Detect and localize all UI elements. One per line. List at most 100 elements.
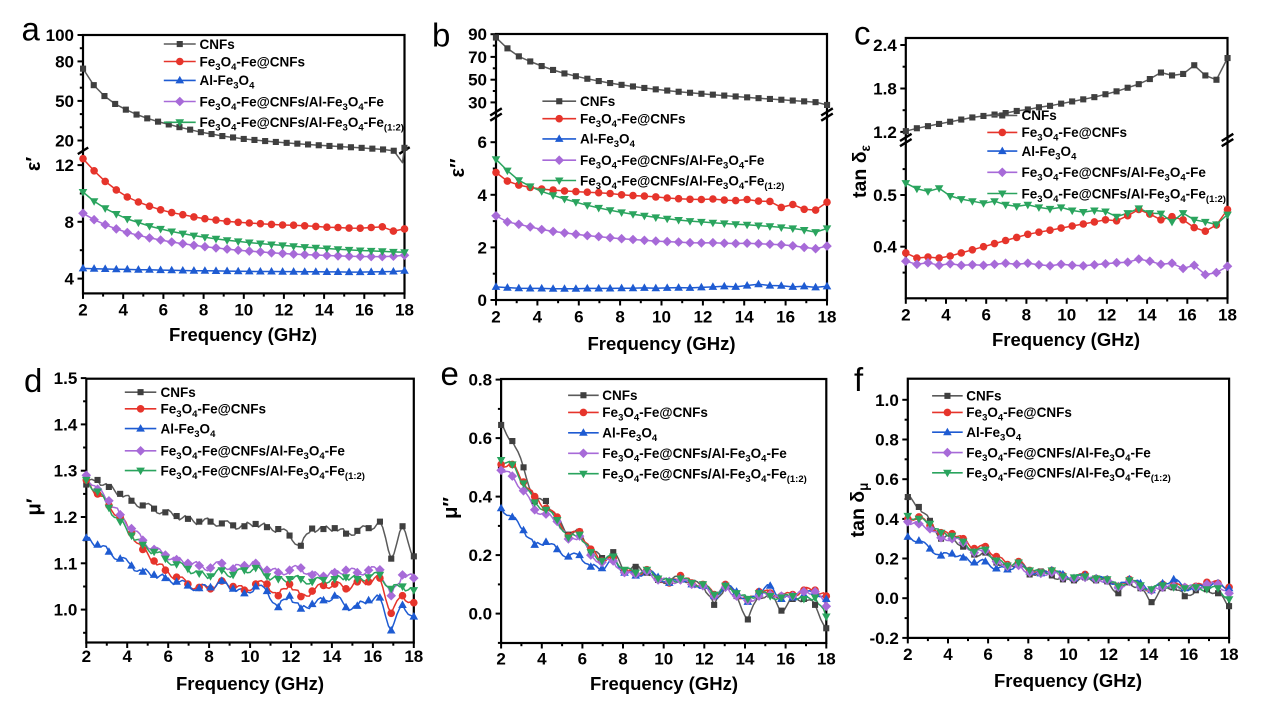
svg-text:18: 18 bbox=[404, 647, 423, 666]
svg-text:20: 20 bbox=[55, 132, 74, 151]
svg-text:10: 10 bbox=[1059, 645, 1078, 664]
svg-text:0.6: 0.6 bbox=[468, 429, 492, 448]
svg-text:1.5: 1.5 bbox=[54, 369, 78, 388]
svg-text:0.8: 0.8 bbox=[875, 431, 899, 450]
svg-text:4: 4 bbox=[65, 270, 75, 289]
svg-text:c: c bbox=[854, 15, 871, 52]
svg-text:Fe3O4-Fe@CNFs: Fe3O4-Fe@CNFs bbox=[966, 405, 1072, 424]
svg-text:tan δε: tan δε bbox=[849, 144, 873, 198]
svg-text:Fe3O4-Fe@CNFs: Fe3O4-Fe@CNFs bbox=[161, 402, 267, 421]
svg-text:16: 16 bbox=[1178, 306, 1197, 325]
svg-text:1.4: 1.4 bbox=[54, 415, 78, 434]
svg-text:4: 4 bbox=[537, 650, 547, 669]
svg-text:8: 8 bbox=[615, 308, 624, 327]
svg-text:30: 30 bbox=[468, 93, 487, 112]
svg-text:Al-Fe3O4: Al-Fe3O4 bbox=[602, 426, 658, 445]
svg-text:50: 50 bbox=[468, 71, 487, 90]
svg-text:1.2: 1.2 bbox=[873, 123, 897, 142]
svg-text:Fe3O4-Fe@CNFs: Fe3O4-Fe@CNFs bbox=[200, 54, 306, 73]
svg-text:tan δμ: tan δμ bbox=[847, 483, 871, 538]
svg-text:0.0: 0.0 bbox=[468, 605, 492, 624]
svg-text:2.4: 2.4 bbox=[873, 36, 897, 55]
svg-text:14: 14 bbox=[1138, 306, 1157, 325]
svg-text:8: 8 bbox=[1024, 645, 1033, 664]
svg-text:18: 18 bbox=[1220, 645, 1239, 664]
svg-text:Al-Fe3O4: Al-Fe3O4 bbox=[200, 73, 256, 92]
svg-text:14: 14 bbox=[315, 300, 334, 319]
svg-text:0.2: 0.2 bbox=[875, 550, 899, 569]
svg-text:12: 12 bbox=[1097, 306, 1116, 325]
svg-text:6: 6 bbox=[163, 647, 172, 666]
svg-text:μ′: μ′ bbox=[24, 498, 46, 515]
svg-text:0.4: 0.4 bbox=[875, 510, 899, 529]
svg-text:1.8: 1.8 bbox=[873, 80, 897, 99]
svg-text:14: 14 bbox=[736, 650, 755, 669]
svg-text:CNFs: CNFs bbox=[602, 388, 637, 403]
svg-text:Fe3O4-Fe@CNFs/Al-Fe3O4-Fe(1:2): Fe3O4-Fe@CNFs/Al-Fe3O4-Fe(1:2) bbox=[602, 467, 806, 486]
svg-text:8: 8 bbox=[1022, 306, 1031, 325]
svg-text:70: 70 bbox=[468, 48, 487, 67]
svg-text:CNFs: CNFs bbox=[161, 385, 196, 400]
svg-text:18: 18 bbox=[395, 300, 414, 319]
svg-text:12: 12 bbox=[1099, 645, 1118, 664]
svg-text:Fe3O4-Fe@CNFs/Al-Fe3O4-Fe(1:2): Fe3O4-Fe@CNFs/Al-Fe3O4-Fe(1:2) bbox=[966, 466, 1170, 485]
svg-text:8: 8 bbox=[204, 647, 213, 666]
svg-text:1.1: 1.1 bbox=[54, 554, 78, 573]
svg-text:Al-Fe3O4: Al-Fe3O4 bbox=[966, 425, 1022, 444]
svg-text:Al-Fe3O4: Al-Fe3O4 bbox=[161, 421, 217, 440]
svg-text:0.0: 0.0 bbox=[875, 589, 899, 608]
svg-text:Frequency (GHz): Frequency (GHz) bbox=[590, 673, 738, 694]
svg-text:0.5: 0.5 bbox=[873, 186, 897, 205]
svg-text:0.6: 0.6 bbox=[875, 470, 899, 489]
svg-text:4: 4 bbox=[478, 186, 488, 205]
svg-text:8: 8 bbox=[618, 650, 627, 669]
svg-text:16: 16 bbox=[776, 308, 795, 327]
svg-text:-0.2: -0.2 bbox=[870, 629, 899, 648]
svg-text:80: 80 bbox=[55, 52, 74, 71]
svg-text:12: 12 bbox=[693, 308, 712, 327]
svg-text:16: 16 bbox=[355, 300, 374, 319]
svg-text:8: 8 bbox=[65, 213, 74, 232]
svg-text:CNFs: CNFs bbox=[580, 94, 615, 109]
svg-text:14: 14 bbox=[735, 308, 754, 327]
svg-text:2: 2 bbox=[901, 306, 910, 325]
svg-text:Fe3O4-Fe@CNFs/Al-Fe3O4-Fe: Fe3O4-Fe@CNFs/Al-Fe3O4-Fe bbox=[602, 446, 787, 465]
svg-text:6: 6 bbox=[983, 645, 992, 664]
svg-text:Fe3O4-Fe@CNFs/Al-Fe3O4-Fe(1:2): Fe3O4-Fe@CNFs/Al-Fe3O4-Fe(1:2) bbox=[580, 173, 784, 192]
svg-text:4: 4 bbox=[533, 308, 543, 327]
svg-text:10: 10 bbox=[234, 300, 253, 319]
svg-text:6: 6 bbox=[578, 650, 587, 669]
svg-text:Frequency (GHz): Frequency (GHz) bbox=[994, 670, 1142, 691]
svg-text:18: 18 bbox=[818, 308, 837, 327]
svg-text:4: 4 bbox=[943, 645, 953, 664]
svg-text:2: 2 bbox=[491, 308, 500, 327]
svg-text:f: f bbox=[854, 361, 864, 398]
svg-text:0.4: 0.4 bbox=[468, 488, 492, 507]
svg-text:12: 12 bbox=[282, 647, 301, 666]
svg-text:10: 10 bbox=[654, 650, 673, 669]
svg-text:e: e bbox=[441, 355, 459, 392]
svg-text:CNFs: CNFs bbox=[1022, 108, 1057, 123]
svg-text:1.0: 1.0 bbox=[54, 601, 78, 620]
svg-text:Fe3O4-Fe@CNFs/Al-Fe3O4-Fe(1:2): Fe3O4-Fe@CNFs/Al-Fe3O4-Fe(1:2) bbox=[161, 463, 365, 482]
svg-text:Frequency (GHz): Frequency (GHz) bbox=[176, 673, 324, 694]
svg-text:Fe3O4-Fe@CNFs/Al-Fe3O4-Fe: Fe3O4-Fe@CNFs/Al-Fe3O4-Fe bbox=[200, 94, 385, 113]
svg-text:1.2: 1.2 bbox=[54, 508, 78, 527]
svg-text:18: 18 bbox=[817, 650, 836, 669]
svg-text:Al-Fe3O4: Al-Fe3O4 bbox=[580, 132, 636, 151]
svg-text:1.3: 1.3 bbox=[54, 462, 78, 481]
svg-text:μ″: μ″ bbox=[440, 497, 462, 519]
svg-text:Frequency (GHz): Frequency (GHz) bbox=[169, 324, 317, 345]
svg-text:2: 2 bbox=[478, 238, 487, 257]
svg-text:0.2: 0.2 bbox=[468, 546, 492, 565]
svg-text:6: 6 bbox=[159, 300, 168, 319]
svg-text:Frequency (GHz): Frequency (GHz) bbox=[587, 333, 735, 354]
svg-text:Frequency (GHz): Frequency (GHz) bbox=[992, 329, 1140, 350]
svg-text:14: 14 bbox=[322, 647, 341, 666]
svg-text:Fe3O4-Fe@CNFs/Al-Fe3O4-Fe: Fe3O4-Fe@CNFs/Al-Fe3O4-Fe bbox=[161, 444, 346, 463]
svg-text:Fe3O4-Fe@CNFs/Al-Fe3O4-Fe: Fe3O4-Fe@CNFs/Al-Fe3O4-Fe bbox=[966, 445, 1151, 464]
svg-text:8: 8 bbox=[199, 300, 208, 319]
svg-text:1.0: 1.0 bbox=[875, 391, 899, 410]
svg-text:2: 2 bbox=[903, 645, 912, 664]
svg-text:d: d bbox=[24, 362, 42, 399]
